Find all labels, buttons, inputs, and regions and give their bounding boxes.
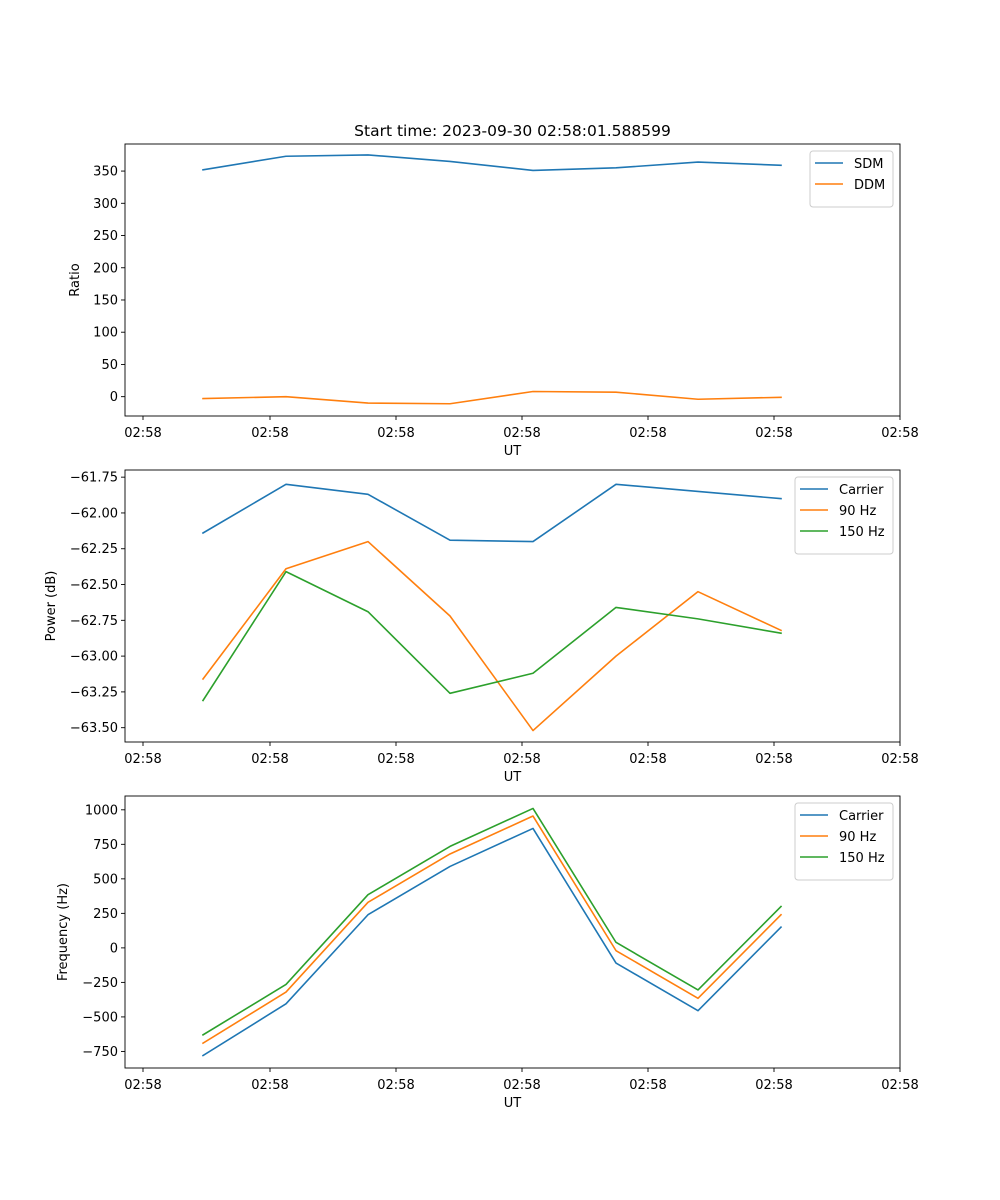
y-tick-label: 250 — [93, 229, 118, 244]
axes-frame — [124, 143, 901, 417]
y-tick-label: 50 — [101, 358, 118, 373]
y-tick-label: −62.00 — [70, 506, 118, 521]
x-tick-label: 02:58 — [503, 426, 540, 441]
x-tick-label: 02:58 — [377, 752, 414, 767]
y-tick-label: −63.50 — [70, 721, 118, 736]
y-tick-label: −250 — [82, 976, 118, 991]
legend-box — [809, 150, 894, 208]
y-axis-label: Power (dB) — [44, 571, 59, 642]
legend-label: 90 Hz — [839, 504, 876, 519]
x-tick-label: 02:58 — [881, 426, 918, 441]
legend-label: 150 Hz — [839, 851, 885, 866]
x-tick-label: 02:58 — [881, 1078, 918, 1093]
y-tick-label: 100 — [93, 326, 118, 341]
legend-label: 150 Hz — [839, 525, 885, 540]
series-line-sdm — [202, 154, 782, 172]
x-tick-label: 02:58 — [377, 1078, 414, 1093]
legend-label: Carrier — [839, 483, 884, 498]
x-axis-label: UT — [504, 770, 522, 785]
x-tick-label: 02:58 — [629, 1078, 666, 1093]
legend-label: SDM — [854, 157, 883, 172]
y-tick-label: −62.75 — [70, 614, 118, 629]
x-tick-label: 02:58 — [124, 752, 161, 767]
y-tick-label: 1000 — [85, 803, 118, 818]
x-tick-label: 02:58 — [377, 426, 414, 441]
chart-panel-2: 02:58 02:58 02:58 02:58 02:58 02:58 02:58 −63.5… — [44, 469, 919, 785]
chart-panel-1: 02:58 02:58 02:58 02:58 02:58 02:58 02:58 0 50 10… — [68, 143, 919, 459]
x-tick-label: 02:58 — [755, 752, 792, 767]
x-axis-label: UT — [504, 444, 522, 459]
y-tick-label: −62.25 — [70, 542, 118, 557]
y-tick-label: 0 — [110, 941, 118, 956]
series-line-90-hz — [201, 540, 783, 732]
x-tick-label: 02:58 — [755, 426, 792, 441]
y-tick-label: 0 — [110, 390, 118, 405]
y-tick-label: −750 — [82, 1045, 118, 1060]
axes-frame — [124, 795, 901, 1069]
y-axis-label: Frequency (Hz) — [56, 883, 71, 981]
y-tick-label: −63.00 — [70, 650, 118, 665]
x-axis-label: UT — [504, 1096, 522, 1111]
x-tick-label: 02:58 — [124, 426, 161, 441]
y-tick-label: −62.50 — [70, 578, 118, 593]
x-tick-label: 02:58 — [503, 752, 540, 767]
x-tick-label: 02:58 — [251, 426, 288, 441]
legend-label: Carrier — [839, 809, 884, 824]
legend-label: DDM — [854, 178, 885, 193]
y-tick-label: 200 — [93, 261, 118, 276]
y-tick-label: 500 — [93, 872, 118, 887]
x-tick-label: 02:58 — [251, 752, 288, 767]
y-tick-label: 300 — [93, 197, 118, 212]
series-line-carrier — [201, 483, 782, 543]
x-tick-label: 02:58 — [503, 1078, 540, 1093]
x-tick-label: 02:58 — [755, 1078, 792, 1093]
series-line-150-hz — [201, 570, 782, 702]
y-tick-label: −63.25 — [70, 685, 118, 700]
y-tick-label: 350 — [93, 165, 118, 180]
y-tick-label: −61.75 — [70, 471, 118, 486]
legend-box — [794, 476, 894, 555]
legend-box — [794, 802, 894, 881]
x-tick-label: 02:58 — [629, 426, 666, 441]
x-tick-label: 02:58 — [124, 1078, 161, 1093]
series-line-150-hz — [201, 807, 783, 1036]
series-line-ddm — [202, 390, 782, 405]
x-tick-label: 02:58 — [251, 1078, 288, 1093]
y-tick-label: 150 — [93, 293, 118, 308]
y-axis-label: Ratio — [68, 263, 83, 296]
chart-title: Start time: 2023-09-30 02:58:01.588599 — [354, 122, 671, 140]
series-line-90-hz — [201, 815, 783, 1045]
y-tick-label: 750 — [93, 838, 118, 853]
legend-label: 90 Hz — [839, 830, 876, 845]
x-tick-label: 02:58 — [881, 752, 918, 767]
x-tick-label: 02:58 — [629, 752, 666, 767]
y-tick-label: 250 — [93, 907, 118, 922]
y-tick-label: −500 — [82, 1010, 118, 1025]
series-line-carrier — [201, 827, 783, 1057]
axes-frame — [124, 469, 901, 743]
chart-panel-3: 02:58 02:58 02:58 02:58 02:58 02:58 02:58 −750 −… — [56, 795, 919, 1111]
